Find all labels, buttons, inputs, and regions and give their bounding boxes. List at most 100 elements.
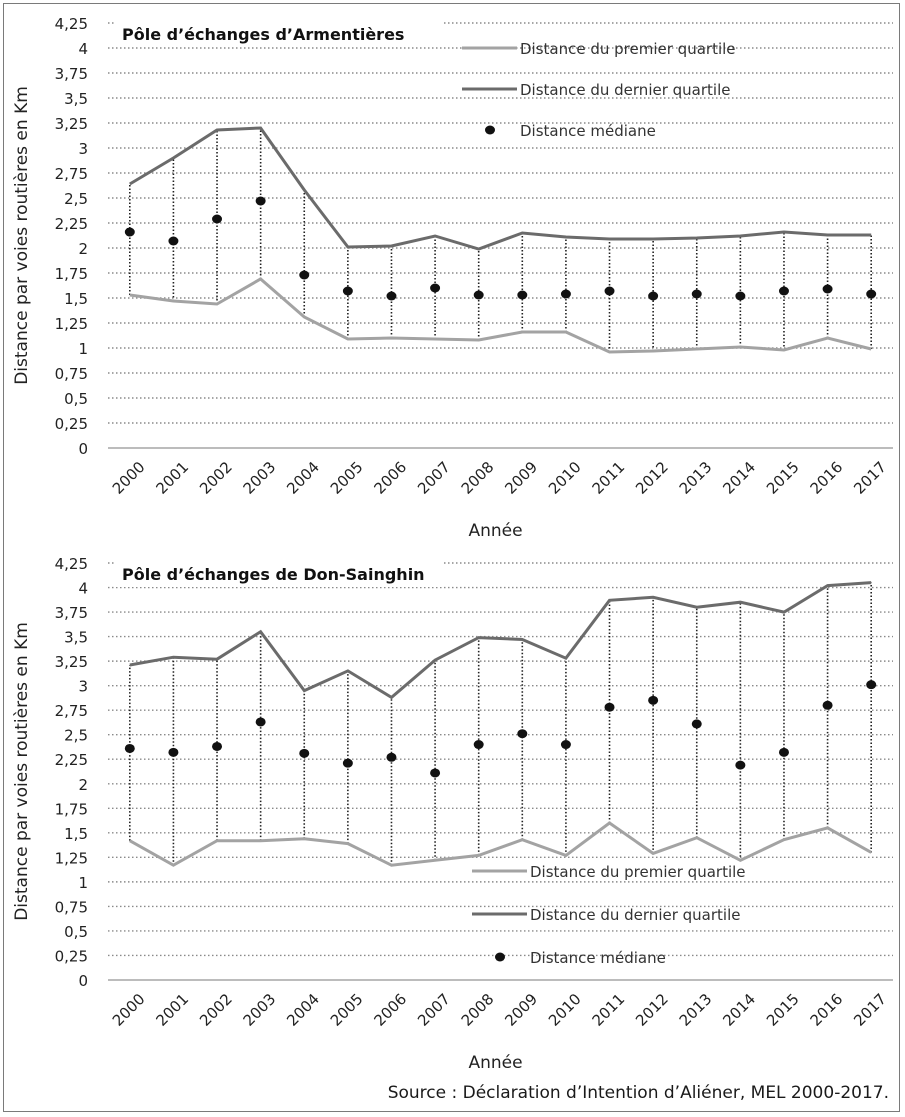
median-point	[168, 747, 179, 757]
x-tick-label: 2004	[283, 458, 323, 498]
x-tick-label: 2009	[501, 990, 541, 1030]
y-tick-label: 1,5	[64, 290, 88, 308]
x-tick-label: 2007	[414, 990, 454, 1030]
legend-label: Distance du dernier quartile	[520, 81, 730, 99]
x-tick-label: 2004	[283, 990, 323, 1030]
x-tick-label: 2017	[850, 458, 890, 498]
y-tick-label: 1,75	[55, 265, 88, 283]
y-tick-label: 3,75	[55, 604, 88, 622]
y-tick-label: 2,75	[55, 702, 88, 720]
legend-label: Distance médiane	[520, 122, 656, 140]
x-tick-label: 2017	[850, 990, 890, 1030]
median-point	[778, 286, 789, 296]
median-point	[691, 289, 702, 299]
x-tick-label: 2001	[152, 458, 192, 498]
median-point	[430, 283, 441, 293]
median-markers	[124, 680, 877, 778]
series-line-last-quartile	[129, 581, 872, 700]
x-tick-label: 2003	[240, 990, 280, 1030]
y-tick-label: 2	[78, 240, 88, 258]
median-point	[212, 741, 223, 751]
legend-label: Distance médiane	[530, 949, 666, 967]
x-tick-label: 2013	[676, 458, 716, 498]
median-point	[822, 700, 833, 710]
y-tick-label: 0	[78, 440, 88, 458]
median-point	[604, 702, 615, 712]
figure-frame	[3, 3, 900, 1112]
median-point	[691, 719, 702, 729]
x-tick-label: 2009	[501, 458, 541, 498]
median-point	[517, 729, 528, 739]
y-tick-label: 0	[78, 972, 88, 990]
y-tick-label: 2,5	[64, 190, 88, 208]
x-tick-label: 2011	[589, 458, 629, 498]
x-tick-label: 2002	[196, 990, 236, 1030]
x-tick-label: 2014	[719, 458, 759, 498]
x-tick-label: 2002	[196, 458, 236, 498]
x-tick-label: 2000	[109, 990, 149, 1030]
y-tick-label: 3,25	[55, 115, 88, 133]
median-point	[560, 740, 571, 750]
median-point	[866, 289, 877, 299]
median-point	[822, 284, 833, 294]
y-tick-label: 4,25	[55, 15, 88, 33]
y-tick-label: 1,75	[55, 800, 88, 818]
y-tick-label: 2	[78, 776, 88, 794]
median-point	[735, 760, 746, 770]
x-tick-label: 2006	[370, 458, 410, 498]
y-tick-label: 4	[78, 580, 88, 598]
series-line-first-quartile	[129, 821, 872, 867]
median-point	[124, 227, 135, 237]
median-point	[517, 290, 528, 300]
y-tick-label: 3	[78, 678, 88, 696]
chart-title: Pôle d’échanges d’Armentières	[122, 25, 404, 44]
x-tick-label: 2015	[763, 458, 803, 498]
median-point	[255, 717, 266, 727]
x-tick-label: 2008	[458, 458, 498, 498]
y-axis-label: Distance par voies routières en Km	[12, 86, 32, 385]
x-tick-labels: 2000 2001 2002 2003 2004 2005 2006 2007 2008 2009…	[109, 990, 890, 1030]
median-point	[124, 743, 135, 753]
chart-don-sainghin: 0 0,25 0,5 0,75 1 1,25 1,5 1,75 2 2,25 2,5 2,75 3 3,2…	[12, 555, 893, 1073]
x-tick-label: 2006	[370, 990, 410, 1030]
y-tick-label: 2,75	[55, 165, 88, 183]
series-line-first-quartile	[129, 277, 872, 354]
y-tick-label: 0,25	[55, 415, 88, 433]
x-tick-label: 2013	[676, 990, 716, 1030]
x-tick-label: 2014	[719, 990, 759, 1030]
chart-title: Pôle d’échanges de Don-Sainghin	[122, 565, 425, 584]
x-tick-label: 2010	[545, 458, 585, 498]
y-tick-label: 1,25	[55, 315, 88, 333]
x-tick-label: 2015	[763, 990, 803, 1030]
x-tick-label: 2007	[414, 458, 454, 498]
y-tick-label: 1	[78, 874, 88, 892]
y-tick-label: 3,75	[55, 65, 88, 83]
x-tick-label: 2012	[632, 990, 672, 1030]
y-tick-label: 0,75	[55, 898, 88, 916]
median-point	[473, 740, 484, 750]
chart-armentieres: 0 0,25 0,5 0,75 1 1,25 1,5 1,75 2 2,25 2,5 2,75 3 3,2…	[12, 15, 893, 541]
legend-swatch-marker	[485, 125, 495, 135]
y-axis-label: Distance par voies routières en Km	[12, 622, 32, 921]
x-axis-label: Année	[468, 1053, 522, 1073]
x-tick-label: 2001	[152, 990, 192, 1030]
legend: Distance du premier quartile Distance du …	[472, 863, 746, 967]
chart-title-group: Pôle d’échanges d’Armentières	[114, 21, 444, 47]
y-tick-label: 3,25	[55, 653, 88, 671]
x-tick-label: 2005	[327, 990, 367, 1030]
y-tick-label: 2,25	[55, 215, 88, 233]
legend-label: Distance du premier quartile	[520, 40, 736, 58]
median-point	[648, 291, 659, 301]
median-point	[866, 680, 877, 690]
gridlines	[108, 562, 893, 981]
y-tick-label: 0,5	[64, 390, 88, 408]
y-tick-label: 2,25	[55, 751, 88, 769]
y-tick-label: 0,75	[55, 365, 88, 383]
x-axis-label: Année	[468, 521, 522, 541]
y-tick-label: 4	[78, 40, 88, 58]
median-point	[778, 747, 789, 757]
range-rules	[129, 582, 872, 866]
x-tick-label: 2016	[807, 990, 847, 1030]
median-point	[168, 236, 179, 246]
chart-title-group: Pôle d’échanges de Don-Sainghin	[114, 561, 444, 587]
